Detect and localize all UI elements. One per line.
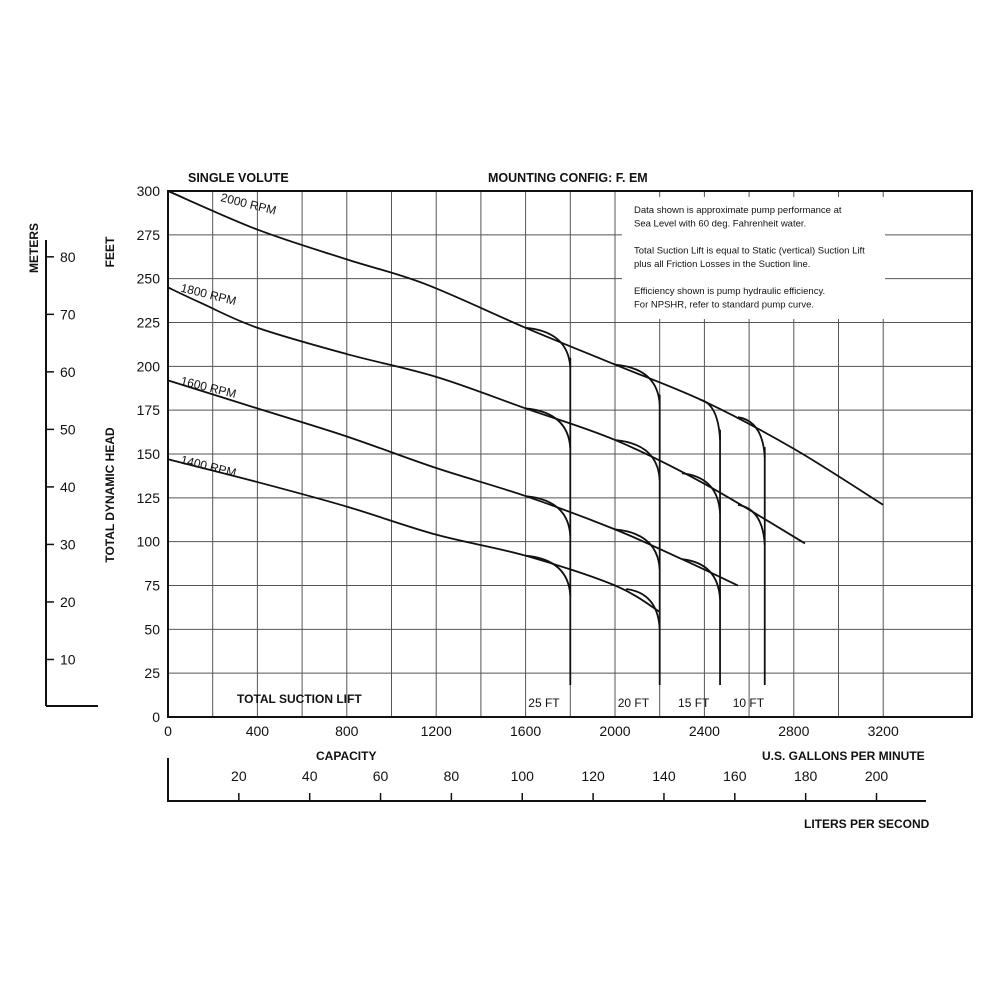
- x-tick-label: 2400: [689, 723, 720, 739]
- suction-lift-label: 15 FT: [678, 696, 710, 710]
- rpm-curve-label: 1600 RPM: [179, 374, 237, 401]
- note-line: Sea Level with 60 deg. Fahrenheit water.: [634, 219, 806, 230]
- header-center: MOUNTING CONFIG: F. EM: [488, 171, 648, 185]
- meter-tick-label: 80: [60, 249, 76, 265]
- lps-tick-label: 140: [652, 768, 676, 784]
- notes-box: [622, 197, 885, 319]
- y-tick-label: 0: [152, 709, 160, 725]
- lps-tick-label: 20: [231, 768, 247, 784]
- suction-lift-branch: [614, 528, 661, 570]
- tick-layer: 0 400 800 1200 1600 2000 2400 2800 3200 0 25 50 75 10…: [46, 183, 899, 801]
- suction-lift-title: TOTAL SUCTION LIFT: [237, 692, 362, 706]
- suction-lift-branch: [626, 588, 661, 630]
- lps-tick-label: 40: [302, 768, 318, 784]
- x-tick-label: 400: [246, 723, 270, 739]
- lps-tick-label: 180: [794, 768, 818, 784]
- note-line: plus all Friction Losses in the Suction …: [634, 259, 810, 270]
- x-tick-label: 0: [164, 723, 172, 739]
- y-tick-label: 150: [137, 446, 161, 462]
- suction-lift-branch: [737, 503, 766, 545]
- y-tick-label: 300: [137, 183, 161, 199]
- note-line: For NPSHR, refer to standard pump curve.: [634, 300, 814, 311]
- y-tick-label: 175: [137, 402, 161, 418]
- y-label-feet: FEET: [103, 236, 117, 267]
- suction-lift-branch: [525, 326, 572, 368]
- suction-lift-branch: [525, 554, 572, 596]
- meter-tick-label: 50: [60, 421, 76, 437]
- suction-lift-branch: [614, 439, 661, 481]
- suction-lift-branch: [525, 407, 572, 449]
- rpm-curve-1400: [167, 458, 661, 613]
- lps-tick-label: 160: [723, 768, 747, 784]
- y-tick-label: 125: [137, 490, 161, 506]
- rpm-curve-label: 1400 RPM: [179, 453, 237, 480]
- suction-lift-label: 20 FT: [618, 696, 650, 710]
- rpm-curve-label: 1800 RPM: [179, 281, 237, 308]
- y-tick-label: 250: [137, 271, 161, 287]
- y-label-meters: METERS: [27, 223, 41, 273]
- note-line: Data shown is approximate pump performan…: [634, 205, 842, 216]
- y-label-title: TOTAL DYNAMIC HEAD: [103, 427, 117, 563]
- rpm-curve-1800: [167, 286, 806, 545]
- plot-frame: [167, 190, 973, 718]
- suction-lift-layer: 25 FT 20 FT 15 FT 10 FT: [525, 326, 766, 710]
- meter-tick-label: 40: [60, 479, 76, 495]
- meter-tick-label: 60: [60, 364, 76, 380]
- notes: Data shown is approximate pump performan…: [634, 205, 865, 311]
- meter-tick-label: 30: [60, 536, 76, 552]
- y-tick-label: 275: [137, 227, 161, 243]
- meter-tick-label: 10: [60, 651, 76, 667]
- x-tick-label: 2800: [778, 723, 809, 739]
- suction-lift-branch: [737, 416, 766, 458]
- suction-lift-branch: [614, 363, 661, 405]
- header-left: SINGLE VOLUTE: [188, 171, 289, 185]
- y-tick-label: 25: [144, 665, 160, 681]
- suction-lift-branch: [681, 472, 721, 514]
- x-tick-label: 2000: [599, 723, 630, 739]
- suction-lift-branch: [681, 558, 721, 600]
- lps-tick-label: 100: [511, 768, 535, 784]
- x-label-capacity: CAPACITY: [316, 749, 376, 763]
- meter-tick-label: 20: [60, 594, 76, 610]
- y-tick-label: 50: [144, 621, 160, 637]
- x-tick-label: 1200: [421, 723, 452, 739]
- lps-tick-label: 60: [373, 768, 389, 784]
- suction-lift-label: 25 FT: [528, 696, 560, 710]
- suction-lift-branch: [525, 495, 572, 537]
- x-label-gpm: U.S. GALLONS PER MINUTE: [762, 749, 925, 763]
- lps-tick-label: 120: [581, 768, 605, 784]
- rpm-curve-1600: [167, 379, 739, 587]
- y-tick-label: 200: [137, 358, 161, 374]
- x-tick-label: 800: [335, 723, 359, 739]
- meter-tick-label: 70: [60, 306, 76, 322]
- x-tick-label: 1600: [510, 723, 541, 739]
- y-tick-label: 100: [137, 534, 161, 550]
- y-tick-label: 225: [137, 315, 161, 331]
- rpm-curve-label: 2000 RPM: [219, 190, 277, 217]
- note-line: Total Suction Lift is equal to Static (v…: [634, 246, 865, 257]
- x-label-lps: LITERS PER SECOND: [804, 817, 930, 831]
- lps-tick-label: 80: [444, 768, 460, 784]
- note-line: Efficiency shown is pump hydraulic effic…: [634, 286, 825, 297]
- x-tick-label: 3200: [868, 723, 899, 739]
- lps-tick-label: 200: [865, 768, 889, 784]
- y-tick-label: 75: [144, 578, 160, 594]
- suction-lift-branch: [699, 398, 721, 440]
- suction-lift-label: 10 FT: [733, 696, 765, 710]
